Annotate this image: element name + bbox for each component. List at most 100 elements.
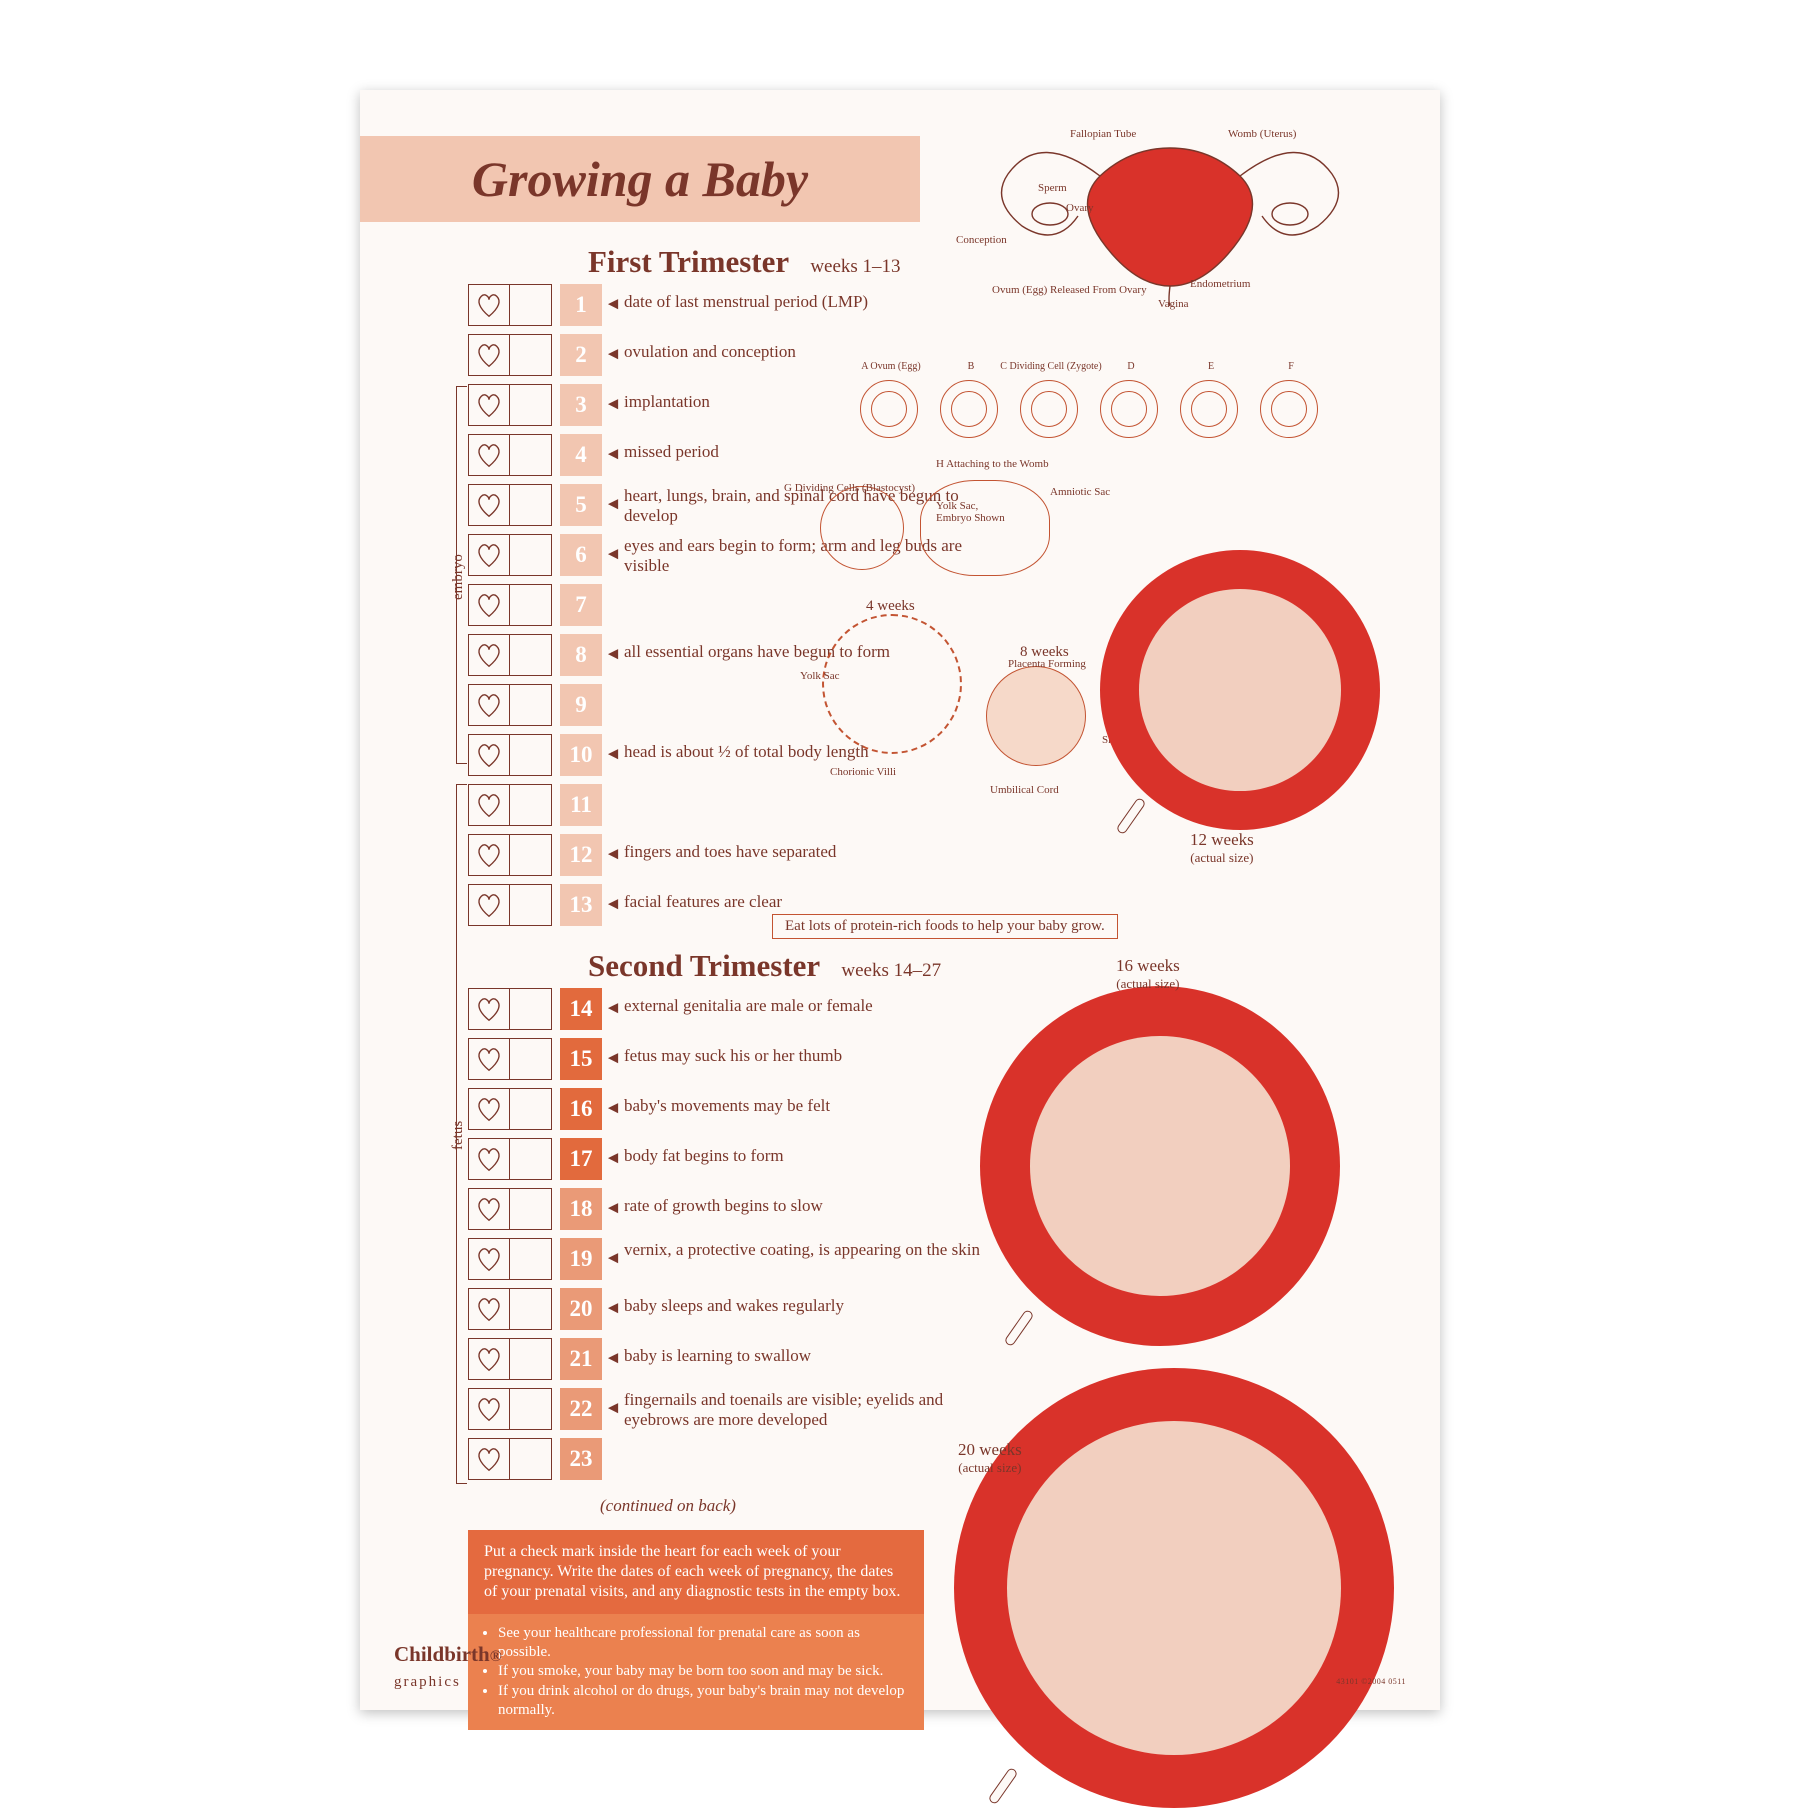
caption-16-sub: (actual size) [1116,976,1180,992]
date-box[interactable] [510,1338,552,1380]
week-description: body fat begins to form [624,1138,988,1166]
week-description: external genitalia are male or female [624,988,988,1016]
heart-checkbox[interactable] [468,384,510,426]
arrow-icon: ◄ [602,988,624,1018]
cell-stage: A Ovum (Egg) [860,380,918,438]
week-row: 11 [468,784,988,834]
week-description [624,784,988,792]
week-row: 22◄fingernails and toenails are visible;… [468,1388,988,1438]
heart-checkbox[interactable] [468,834,510,876]
date-box[interactable] [510,734,552,776]
week-description: vernix, a protective coating, is appeari… [624,1238,988,1260]
caption-16-weeks: 16 weeks (actual size) [1116,956,1180,992]
week-row: 16◄baby's movements may be felt [468,1088,988,1138]
date-box[interactable] [510,1438,552,1480]
caption-12-sub: (actual size) [1190,850,1254,866]
illus-16-weeks [980,986,1340,1346]
heading-first-text: First Trimester [588,244,789,279]
week-description: rate of growth begins to slow [624,1188,988,1216]
date-box[interactable] [510,884,552,926]
date-box[interactable] [510,784,552,826]
week-description: fingernails and toenails are visible; ey… [624,1388,988,1429]
date-box[interactable] [510,1288,552,1330]
illus-20-weeks [954,1368,1394,1808]
illus-attaching [920,480,1050,576]
heart-checkbox[interactable] [468,988,510,1030]
arrow-icon: ◄ [602,1038,624,1068]
heading-second-sub: weeks 14–27 [841,960,941,981]
arrow-icon: ◄ [602,284,624,314]
advice-item: If you drink alcohol or do drugs, your b… [498,1682,908,1720]
advice-checkbox: Put a check mark inside the heart for ea… [468,1530,924,1614]
heading-first-trimester: First Trimester weeks 1–13 [588,244,901,280]
week-number: 18 [560,1188,602,1230]
caption-12-text: 12 weeks [1190,830,1254,849]
week-description [624,1438,988,1446]
arrow-icon [602,1438,624,1448]
label-endometrium: Endometrium [1190,278,1251,290]
heading-first-sub: weeks 1–13 [810,256,900,277]
heart-checkbox[interactable] [468,734,510,776]
date-box[interactable] [510,1188,552,1230]
cell-stage: E [1180,380,1238,438]
arrow-icon: ◄ [602,1138,624,1168]
arrow-icon: ◄ [602,884,624,914]
date-box[interactable] [510,988,552,1030]
week-description: date of last menstrual period (LMP) [624,284,988,312]
date-box[interactable] [510,434,552,476]
illus-8-weeks [986,666,1086,766]
week-description: fingers and toes have separated [624,834,988,862]
date-box[interactable] [510,684,552,726]
heart-checkbox[interactable] [468,1238,510,1280]
date-box[interactable] [510,584,552,626]
week-number: 2 [560,334,602,376]
heart-checkbox[interactable] [468,434,510,476]
week-description: fetus may suck his or her thumb [624,1038,988,1066]
heart-checkbox[interactable] [468,584,510,626]
heart-checkbox[interactable] [468,334,510,376]
week-number: 21 [560,1338,602,1380]
date-box[interactable] [510,534,552,576]
arrow-icon: ◄ [602,484,624,514]
heart-checkbox[interactable] [468,1288,510,1330]
heart-checkbox[interactable] [468,1038,510,1080]
heart-checkbox[interactable] [468,284,510,326]
week-row: 2◄ovulation and conception [468,334,988,384]
heart-checkbox[interactable] [468,534,510,576]
date-box[interactable] [510,1238,552,1280]
label-placenta: Placenta Forming [1008,658,1086,670]
caption-20-weeks: 20 weeks (actual size) [958,1440,1022,1476]
date-box[interactable] [510,1388,552,1430]
heart-checkbox[interactable] [468,1138,510,1180]
date-box[interactable] [510,284,552,326]
heart-checkbox[interactable] [468,684,510,726]
heart-checkbox[interactable] [468,1388,510,1430]
label-fallopian: Fallopian Tube [1070,128,1136,140]
heart-checkbox[interactable] [468,784,510,826]
date-box[interactable] [510,1038,552,1080]
heart-checkbox[interactable] [468,1338,510,1380]
label-fetus: fetus [450,1121,467,1150]
heart-checkbox[interactable] [468,634,510,676]
heart-checkbox[interactable] [468,1188,510,1230]
heart-checkbox[interactable] [468,484,510,526]
date-box[interactable] [510,634,552,676]
arrow-icon: ◄ [602,1238,624,1268]
date-box[interactable] [510,384,552,426]
cell-stage-label: F [1231,361,1351,372]
heart-checkbox[interactable] [468,1088,510,1130]
arrow-icon [602,684,624,694]
week-number: 3 [560,384,602,426]
date-box[interactable] [510,1088,552,1130]
label-amniotic: Amniotic Sac [1050,486,1110,498]
heart-checkbox[interactable] [468,884,510,926]
date-box[interactable] [510,484,552,526]
brand-logo: Childbirth® graphics [394,1642,502,1692]
date-box[interactable] [510,1138,552,1180]
week-description: missed period [624,434,988,462]
page-title: Growing a Baby [472,150,808,208]
week-number: 17 [560,1138,602,1180]
date-box[interactable] [510,334,552,376]
date-box[interactable] [510,834,552,876]
heart-checkbox[interactable] [468,1438,510,1480]
